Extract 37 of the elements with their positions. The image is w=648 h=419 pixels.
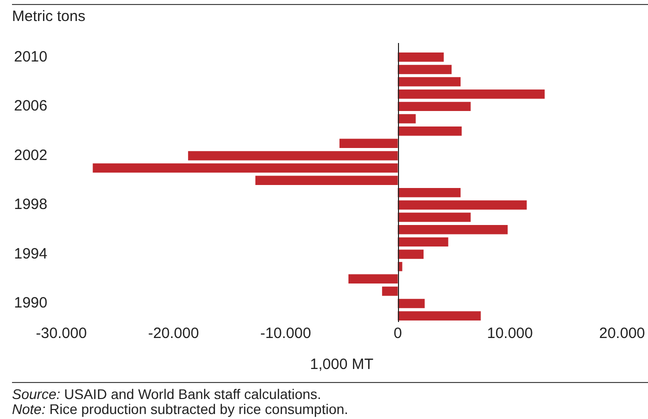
y-tick-label: 2010 — [14, 48, 48, 66]
x-tick-label: -10.000 — [260, 325, 312, 342]
y-tick-label: 2002 — [14, 146, 48, 164]
bar — [348, 274, 398, 284]
bar — [398, 250, 424, 259]
bar — [398, 200, 527, 210]
bar — [398, 298, 425, 308]
bar — [255, 176, 398, 185]
bar — [398, 64, 452, 74]
y-tick-label: 1990 — [14, 294, 48, 312]
text: Note: Rice production subtracted by rice consumption. — [12, 401, 348, 417]
bar — [398, 77, 461, 86]
x-tick-label: 20.000 — [599, 325, 646, 342]
x-tick-label: 10.000 — [486, 325, 533, 342]
x-tick-label: -20.000 — [148, 325, 199, 342]
bar — [92, 163, 398, 173]
bar — [188, 151, 398, 160]
bar — [382, 286, 398, 296]
bar — [398, 52, 444, 62]
x-tick-label: -30.000 — [36, 325, 87, 342]
bar — [398, 212, 471, 222]
bar — [398, 224, 508, 234]
y-tick-label: 1994 — [14, 245, 48, 262]
source-note: Source: USAID and World Bank staff calculations. — [12, 386, 322, 402]
bar — [398, 114, 416, 124]
y-tick-label: 1998 — [14, 196, 48, 214]
y-axis-title: Metric tons — [12, 8, 86, 25]
bar — [398, 188, 461, 198]
bar — [398, 311, 481, 320]
bar — [398, 237, 448, 247]
bar — [339, 138, 398, 148]
x-axis-title: 1,000 MT — [310, 356, 374, 374]
y-tick-label: 2006 — [14, 98, 48, 115]
bar — [398, 126, 462, 136]
bar — [398, 102, 471, 112]
x-tick-label: 0 — [394, 325, 402, 342]
bar — [398, 89, 545, 99]
